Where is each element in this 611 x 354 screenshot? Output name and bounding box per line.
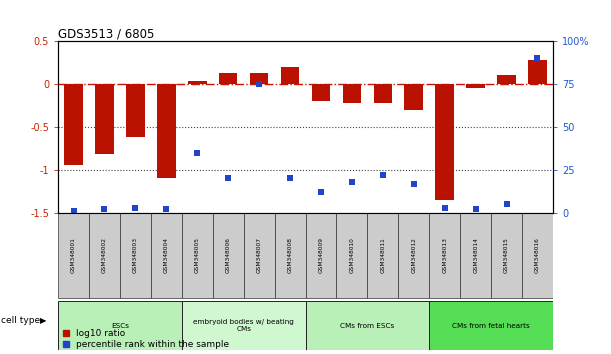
Text: GSM348003: GSM348003 [133,238,138,274]
Bar [64,84,83,165]
Bar [157,84,175,178]
FancyBboxPatch shape [337,213,367,298]
Bar [188,81,207,84]
Text: GSM348009: GSM348009 [318,238,323,274]
Point [440,205,450,211]
FancyBboxPatch shape [274,213,306,298]
Bar [343,84,361,103]
Point [285,176,295,181]
FancyBboxPatch shape [182,213,213,298]
Text: GSM348016: GSM348016 [535,238,540,273]
Point [68,208,78,214]
FancyBboxPatch shape [306,213,337,298]
Text: ESCs: ESCs [111,323,129,329]
Bar [250,73,268,84]
Text: GSM348001: GSM348001 [71,238,76,273]
FancyBboxPatch shape [58,301,182,350]
Text: CMs from ESCs: CMs from ESCs [340,323,395,329]
Bar [404,84,423,109]
Bar [312,84,330,101]
Text: GSM348006: GSM348006 [225,238,231,273]
Text: GSM348015: GSM348015 [504,238,509,273]
Bar [219,73,238,84]
Text: GSM348012: GSM348012 [411,238,416,273]
Bar [466,84,485,88]
Text: ▶: ▶ [40,316,46,325]
FancyBboxPatch shape [460,213,491,298]
Text: GSM348008: GSM348008 [288,238,293,274]
Text: embryoid bodies w/ beating
CMs: embryoid bodies w/ beating CMs [193,319,294,332]
FancyBboxPatch shape [429,213,460,298]
Point [502,201,511,207]
Point [131,205,141,211]
Point [470,206,480,212]
Text: CMs from fetal hearts: CMs from fetal hearts [452,323,530,329]
Text: GSM348005: GSM348005 [195,238,200,274]
Legend: log10 ratio, percentile rank within the sample: log10 ratio, percentile rank within the … [62,329,229,349]
Bar [528,59,547,84]
FancyBboxPatch shape [491,213,522,298]
Bar [497,75,516,84]
FancyBboxPatch shape [182,301,306,350]
Bar [281,67,299,84]
Point [378,172,388,178]
FancyBboxPatch shape [367,213,398,298]
Text: GDS3513 / 6805: GDS3513 / 6805 [58,28,155,41]
FancyBboxPatch shape [429,301,553,350]
Point [223,176,233,181]
Text: GSM348013: GSM348013 [442,238,447,273]
Bar [436,84,454,200]
Text: GSM348014: GSM348014 [473,238,478,273]
FancyBboxPatch shape [120,213,151,298]
FancyBboxPatch shape [522,213,553,298]
Point [100,206,109,212]
Point [192,150,202,155]
FancyBboxPatch shape [213,213,244,298]
Point [409,181,419,186]
Point [347,179,357,185]
Text: GSM348002: GSM348002 [102,238,107,274]
FancyBboxPatch shape [398,213,429,298]
Point [161,206,171,212]
Bar [95,84,114,154]
Point [533,55,543,61]
Text: GSM348007: GSM348007 [257,238,262,274]
FancyBboxPatch shape [244,213,274,298]
FancyBboxPatch shape [151,213,182,298]
Text: GSM348010: GSM348010 [349,238,354,273]
Bar [373,84,392,103]
Point [254,81,264,87]
Text: GSM348004: GSM348004 [164,238,169,274]
FancyBboxPatch shape [89,213,120,298]
Bar [126,84,145,137]
Point [316,189,326,195]
FancyBboxPatch shape [58,213,89,298]
FancyBboxPatch shape [306,301,429,350]
Text: cell type: cell type [1,316,40,325]
Text: GSM348011: GSM348011 [380,238,386,273]
